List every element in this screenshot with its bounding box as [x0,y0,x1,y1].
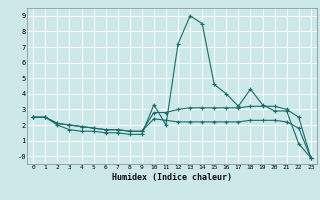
X-axis label: Humidex (Indice chaleur): Humidex (Indice chaleur) [112,173,232,182]
